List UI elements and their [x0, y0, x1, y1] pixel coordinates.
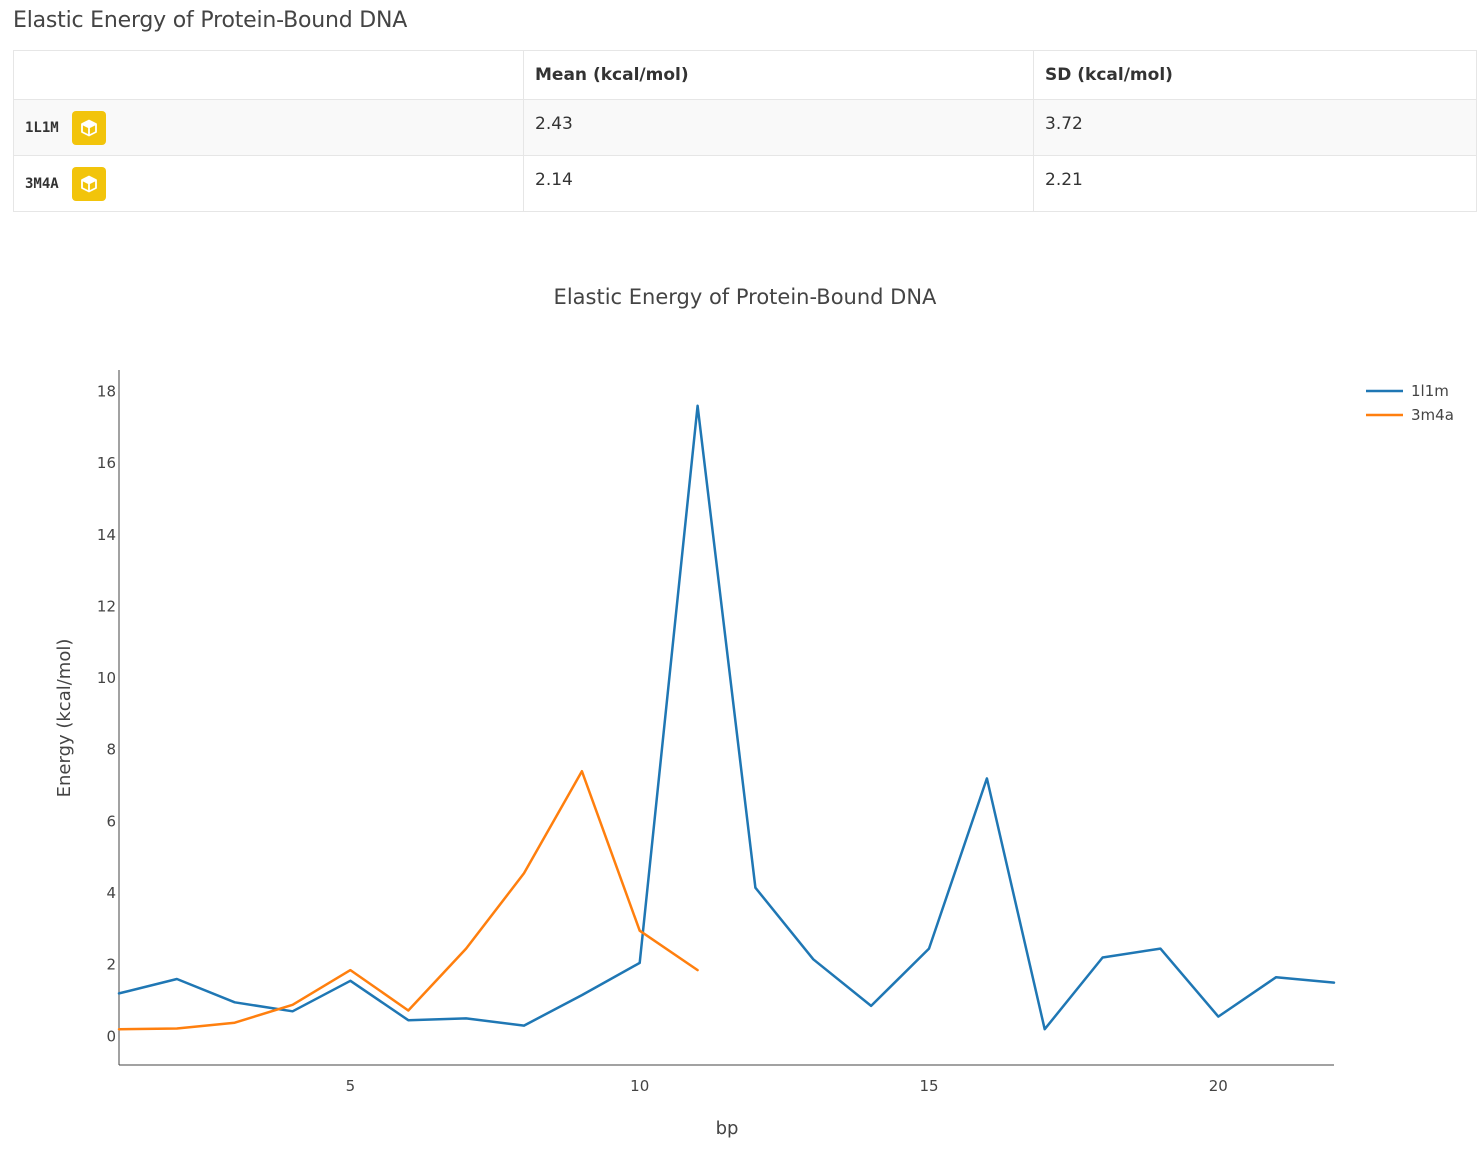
- sd-value: 2.21: [1033, 155, 1477, 212]
- structure-id: 3M4A: [25, 175, 59, 192]
- plot-area[interactable]: 0 2 4 6 8 10 12 14 16 18 5 10 15 20: [97, 370, 1336, 1095]
- chart-title: Elastic Energy of Protein-Bound DNA: [554, 285, 938, 309]
- cube-icon: [81, 175, 98, 192]
- mean-value: 2.14: [523, 155, 1034, 212]
- series-line-1l1m[interactable]: [117, 404, 1336, 1031]
- x-axis-title: bp: [716, 1118, 739, 1139]
- y-tick-label: 6: [106, 812, 116, 830]
- y-tick-label: 8: [106, 741, 116, 759]
- mean-value: 2.43: [523, 99, 1034, 156]
- y-tick-label: 4: [106, 884, 116, 902]
- header-sd: SD (kcal/mol): [1033, 50, 1477, 100]
- x-tick-label: 15: [919, 1077, 938, 1095]
- energy-line-chart[interactable]: Elastic Energy of Protein-Bound DNA 0 2 4 6…: [0, 260, 1481, 1155]
- legend-label[interactable]: 3m4a: [1411, 406, 1454, 424]
- x-tick-label: 20: [1209, 1077, 1228, 1095]
- page-title: Elastic Energy of Protein-Bound DNA: [13, 8, 408, 33]
- y-tick-label: 14: [97, 526, 116, 544]
- chart-legend[interactable]: 1l1m 3m4a: [1366, 382, 1454, 424]
- y-tick-label: 16: [97, 454, 116, 472]
- table-header-row: Mean (kcal/mol) SD (kcal/mol): [13, 50, 1477, 100]
- x-tick-label: 5: [346, 1077, 356, 1095]
- y-tick-label: 10: [97, 669, 116, 687]
- energy-stats-table: Mean (kcal/mol) SD (kcal/mol) 1L1M 2.43 …: [13, 50, 1477, 212]
- structure-id-cell: 1L1M: [13, 99, 524, 156]
- x-tick-label: 10: [630, 1077, 649, 1095]
- legend-label[interactable]: 1l1m: [1411, 382, 1449, 400]
- y-axis-title: Energy (kcal/mol): [54, 639, 75, 798]
- view-structure-button[interactable]: [72, 166, 107, 201]
- y-tick-label: 2: [106, 956, 116, 974]
- view-structure-button[interactable]: [72, 110, 107, 145]
- y-tick-label: 18: [97, 382, 116, 400]
- header-mean: Mean (kcal/mol): [523, 50, 1034, 100]
- y-tick-label: 0: [106, 1027, 116, 1045]
- sd-value: 3.72: [1033, 99, 1477, 156]
- structure-id: 1L1M: [25, 119, 59, 136]
- header-id: [13, 50, 524, 100]
- table-row: 1L1M 2.43 3.72: [13, 99, 1477, 156]
- table-row: 3M4A 2.14 2.21: [13, 155, 1477, 212]
- series-line-3m4a[interactable]: [117, 769, 699, 1031]
- cube-icon: [81, 119, 98, 136]
- y-tick-label: 12: [97, 597, 116, 615]
- structure-id-cell: 3M4A: [13, 155, 524, 212]
